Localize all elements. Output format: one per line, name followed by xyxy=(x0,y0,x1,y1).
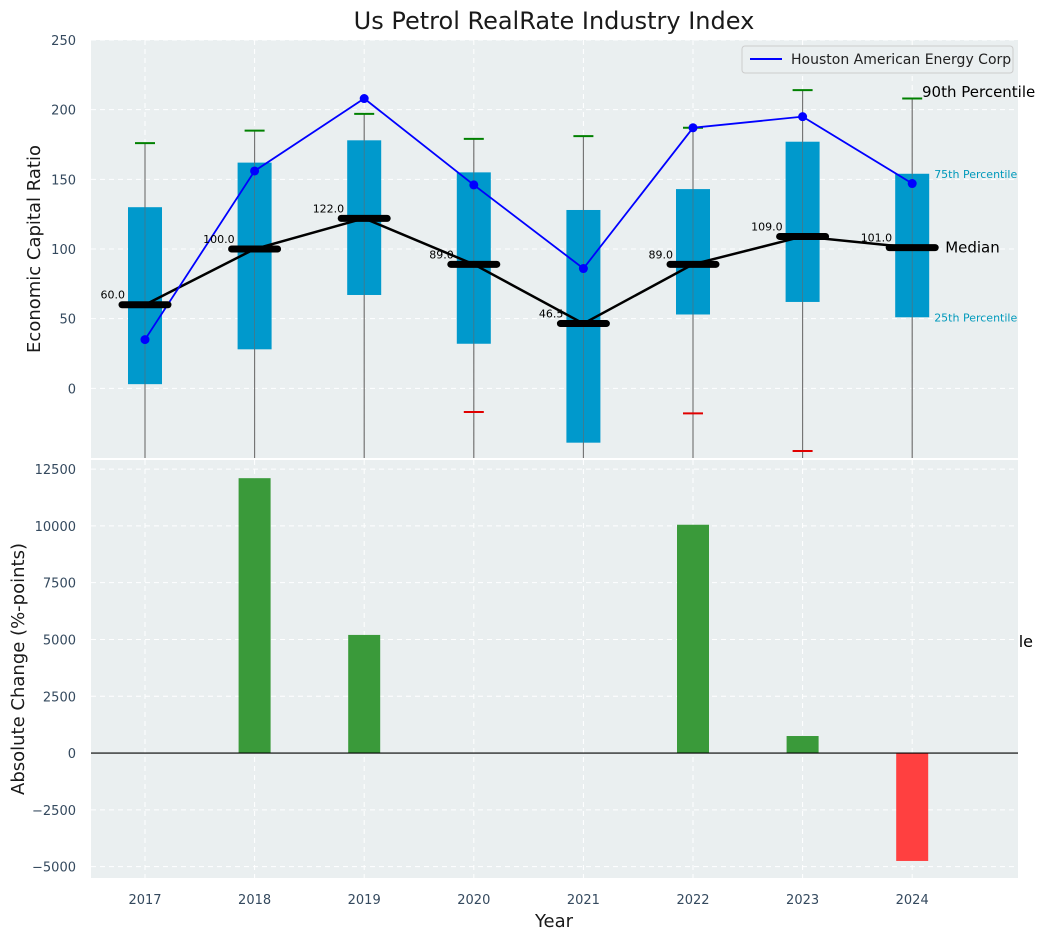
x-tick-label: 2018 xyxy=(238,893,271,908)
annotation-75th-percentile: 75th Percentile xyxy=(934,168,1017,181)
bottom-y-tick-label: 5000 xyxy=(43,633,76,648)
median-trend-line xyxy=(144,217,913,325)
x-tick-label: 2019 xyxy=(348,893,381,908)
annotation-25th-percentile: 25th Percentile xyxy=(934,311,1017,324)
change-bar xyxy=(677,524,709,754)
x-tick-label: 2024 xyxy=(896,893,929,908)
bottom-y-tick-label: −5000 xyxy=(32,861,76,876)
company-line xyxy=(144,97,913,341)
change-bar xyxy=(786,736,819,754)
top-marks: 60.0 100.0 122.0 89.0 46.5 89.0 109.0 101.0 90th… xyxy=(101,83,1035,458)
x-tick-labels: 2017 2018 2019 2020 2021 2022 2023 2024 xyxy=(128,893,928,908)
median-value-label: 100.0 xyxy=(203,233,235,246)
company-point xyxy=(140,335,150,345)
median-value-label: 89.0 xyxy=(429,248,454,261)
company-point xyxy=(250,166,260,176)
bottom-y-tick-label: 2500 xyxy=(43,690,76,705)
bottom-y-tick-label: 7500 xyxy=(43,577,76,592)
top-y-axis-label: Economic Capital Ratio xyxy=(24,145,45,353)
median-value-label: 109.0 xyxy=(751,220,783,233)
top-y-tick-label: 150 xyxy=(51,173,76,188)
top-y-tick-label: 0 xyxy=(68,382,76,397)
company-point xyxy=(359,94,369,104)
bottom-y-tick-label: 0 xyxy=(68,747,76,762)
change-bar xyxy=(896,753,929,861)
top-y-tick-label: 250 xyxy=(51,34,76,49)
legend-label-company: Houston American Energy Corp xyxy=(791,52,1011,68)
bottom-y-tick-label: −2500 xyxy=(32,804,76,819)
change-bar xyxy=(348,634,381,754)
top-y-tick-label: 200 xyxy=(51,104,76,119)
company-point xyxy=(578,264,588,274)
clipped-annotation-text: le xyxy=(1019,632,1033,651)
x-axis-label: Year xyxy=(534,911,574,932)
top-y-tick-label: 100 xyxy=(51,243,76,258)
x-tick-label: 2021 xyxy=(567,893,600,908)
median-value-label: 101.0 xyxy=(861,232,893,245)
median-value-label: 60.0 xyxy=(101,289,126,302)
median-value-label: 122.0 xyxy=(313,202,345,215)
x-tick-label: 2017 xyxy=(128,893,161,908)
legend[interactable]: Houston American Energy Corp xyxy=(741,45,1014,74)
company-point xyxy=(907,179,917,189)
company-point xyxy=(798,112,808,122)
bottom-y-axis-label: Absolute Change (%-points) xyxy=(8,543,29,795)
annotation-median: Median xyxy=(945,239,1000,257)
bottom-y-tick-label: 12500 xyxy=(35,463,76,478)
x-tick-label: 2023 xyxy=(786,893,819,908)
x-tick-label: 2022 xyxy=(676,893,709,908)
median-value-label: 89.0 xyxy=(649,248,674,261)
bottom-y-tick-label: 10000 xyxy=(35,520,76,535)
bottom-bars xyxy=(238,478,929,861)
bottom-panel-background xyxy=(91,460,1018,878)
company-point xyxy=(688,123,698,133)
top-y-tick-labels: 0 50 100 150 200 250 xyxy=(51,34,76,397)
top-y-tick-label: 50 xyxy=(59,313,76,328)
annotation-90th-percentile: 90th Percentile xyxy=(922,83,1035,101)
legend-box xyxy=(741,45,1014,74)
change-bar xyxy=(238,478,271,754)
median-value-label: 46.5 xyxy=(539,308,564,321)
chart-title: Us Petrol RealRate Industry Index xyxy=(354,7,755,35)
x-tick-label: 2020 xyxy=(457,893,490,908)
top-panel: 0 50 100 150 200 250 60.0 100.0 122.0 89.0 46.5 89… xyxy=(24,34,1035,458)
company-point xyxy=(469,180,479,190)
bottom-y-tick-labels: −5000 −2500 0 2500 5000 7500 10000 12500 xyxy=(32,463,76,876)
